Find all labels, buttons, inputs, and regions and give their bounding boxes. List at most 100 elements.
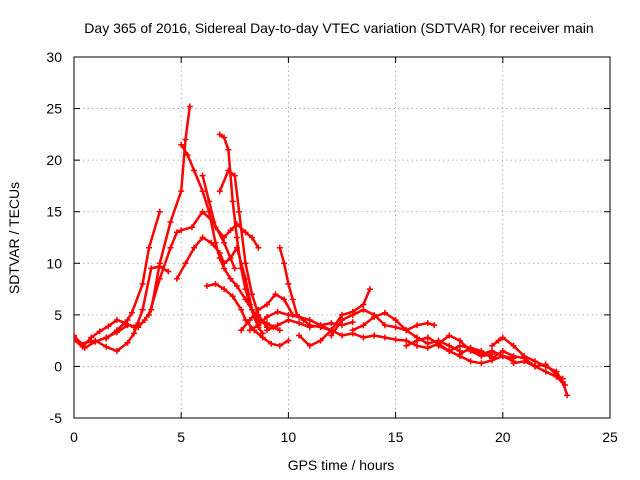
data-point bbox=[366, 286, 373, 293]
series-line bbox=[437, 344, 515, 363]
data-point bbox=[146, 311, 152, 318]
data-point bbox=[296, 313, 303, 320]
series-line bbox=[490, 336, 569, 397]
data-point bbox=[246, 301, 253, 308]
data-point bbox=[349, 319, 356, 326]
data-point bbox=[392, 324, 399, 331]
data-point bbox=[328, 332, 335, 339]
data-point bbox=[276, 342, 283, 349]
data-point bbox=[167, 244, 174, 251]
series-track-9 bbox=[216, 131, 266, 337]
y-tick-label: 25 bbox=[46, 101, 62, 117]
data-point bbox=[236, 208, 243, 215]
data-point bbox=[281, 260, 288, 267]
data-point bbox=[199, 208, 206, 215]
data-point bbox=[381, 309, 388, 316]
data-point bbox=[259, 334, 266, 341]
data-point bbox=[532, 363, 538, 370]
y-tick-label: 20 bbox=[46, 152, 62, 168]
data-point bbox=[414, 337, 420, 344]
grid bbox=[74, 57, 610, 418]
data-point bbox=[317, 322, 324, 329]
data-point bbox=[264, 301, 270, 308]
data-point bbox=[221, 234, 228, 241]
data-point bbox=[206, 198, 213, 205]
data-point bbox=[435, 342, 442, 349]
data-point bbox=[105, 323, 112, 330]
data-point bbox=[521, 353, 528, 360]
data-point bbox=[371, 332, 378, 339]
x-tick-label: 15 bbox=[388, 429, 404, 445]
data-point bbox=[489, 348, 496, 354]
data-point bbox=[188, 224, 195, 231]
data-point bbox=[139, 280, 146, 287]
data-point bbox=[272, 291, 279, 298]
data-point bbox=[381, 322, 388, 329]
data-point bbox=[249, 291, 255, 298]
data-point bbox=[96, 328, 103, 335]
data-point bbox=[225, 167, 232, 174]
data-point bbox=[178, 188, 185, 195]
data-point bbox=[553, 368, 560, 375]
data-point bbox=[156, 263, 163, 270]
data-point bbox=[255, 244, 262, 251]
data-point bbox=[532, 358, 538, 365]
data-point bbox=[242, 229, 249, 236]
data-point bbox=[191, 244, 198, 251]
data-point bbox=[521, 358, 528, 365]
data-point bbox=[306, 324, 313, 331]
data-point bbox=[456, 337, 463, 344]
data-point bbox=[74, 336, 77, 343]
data-point bbox=[553, 373, 560, 380]
data-point bbox=[103, 335, 110, 342]
x-axis-label: GPS time / hours bbox=[288, 457, 395, 473]
data-point bbox=[542, 363, 549, 370]
series-track-11 bbox=[203, 280, 292, 349]
data-point bbox=[113, 317, 120, 323]
data-point bbox=[173, 229, 180, 236]
data-point bbox=[227, 255, 234, 262]
y-tick-label: 15 bbox=[46, 204, 62, 220]
data-point bbox=[221, 239, 228, 246]
x-tick-labels: 0 5 10 15 20 25 bbox=[70, 429, 618, 445]
series-track-10 bbox=[216, 167, 270, 331]
data-point bbox=[339, 322, 345, 329]
data-point bbox=[276, 327, 283, 334]
data-point bbox=[221, 260, 228, 267]
data-point bbox=[403, 337, 410, 344]
y-tick-label: 0 bbox=[54, 358, 62, 374]
data-point bbox=[306, 317, 313, 323]
data-point bbox=[233, 234, 240, 241]
series-track-7 bbox=[199, 172, 262, 251]
data-point bbox=[360, 322, 367, 329]
series-track-3 bbox=[77, 263, 172, 354]
data-point bbox=[456, 351, 463, 358]
plot-frame bbox=[73, 56, 611, 419]
data-point bbox=[146, 244, 152, 251]
data-point bbox=[229, 293, 236, 300]
data-point bbox=[199, 234, 206, 241]
series-track-24 bbox=[510, 358, 568, 388]
series-line bbox=[372, 334, 494, 358]
data-point bbox=[339, 332, 345, 339]
data-point bbox=[562, 382, 568, 388]
data-point bbox=[178, 227, 185, 234]
data-point bbox=[92, 337, 99, 344]
data-point bbox=[510, 342, 517, 349]
data-point bbox=[221, 286, 228, 293]
data-point bbox=[227, 275, 234, 282]
series-track-19 bbox=[371, 332, 496, 360]
data-point bbox=[542, 368, 549, 375]
data-point bbox=[184, 152, 191, 158]
data-point bbox=[349, 311, 356, 318]
data-point bbox=[208, 239, 215, 246]
x-tick-label: 25 bbox=[602, 429, 618, 445]
data-point bbox=[339, 317, 345, 323]
y-tick-label: 30 bbox=[46, 49, 62, 65]
data-point bbox=[268, 340, 275, 347]
data-point bbox=[77, 340, 84, 347]
data-point bbox=[74, 332, 77, 339]
series-group bbox=[74, 103, 571, 399]
data-point bbox=[446, 348, 453, 354]
data-point bbox=[564, 392, 571, 399]
